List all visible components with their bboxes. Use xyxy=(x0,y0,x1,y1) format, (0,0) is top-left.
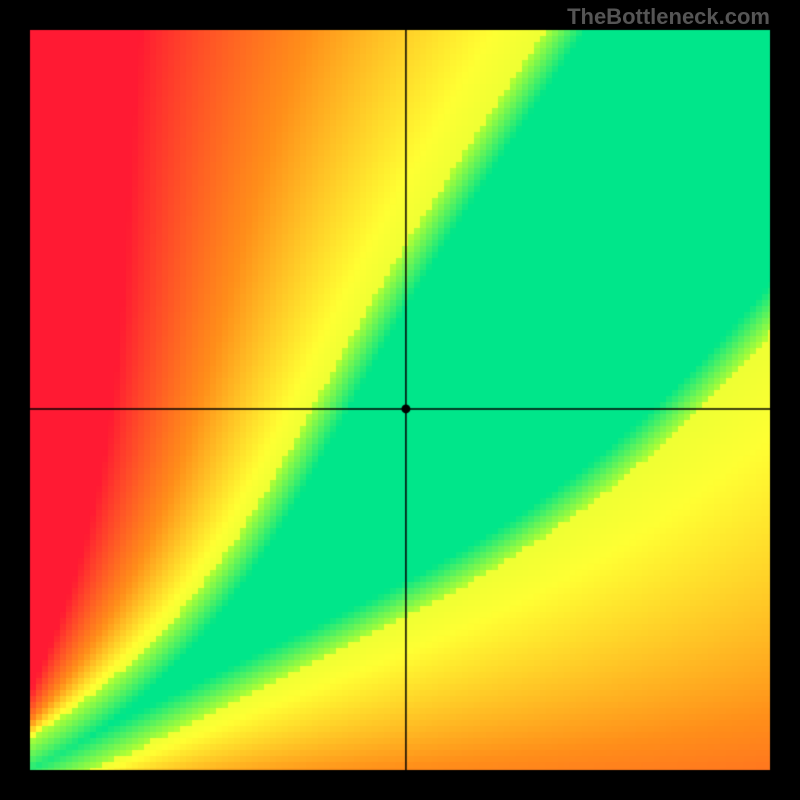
chart-root: TheBottleneck.com xyxy=(0,0,800,800)
heatmap-canvas xyxy=(0,0,800,800)
